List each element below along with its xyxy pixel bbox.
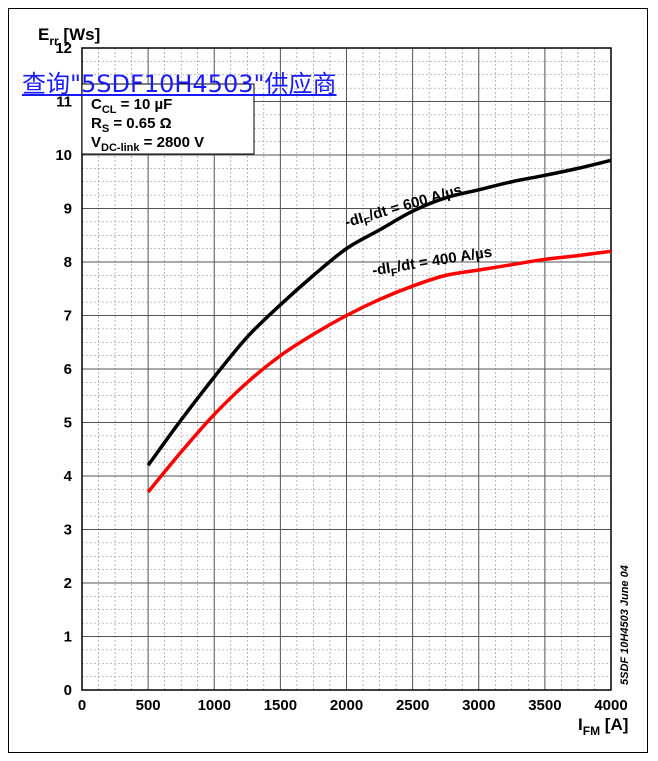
y-axis-label-main: E bbox=[38, 25, 49, 44]
y-tick-label: 7 bbox=[64, 308, 72, 325]
x-tick-label: 1500 bbox=[264, 697, 297, 714]
condition-vdc-link: VDC-link = 2800 V bbox=[91, 134, 204, 154]
x-tick-label: 4000 bbox=[594, 697, 627, 714]
y-tick-label: 11 bbox=[56, 94, 72, 111]
series-line-1 bbox=[146, 249, 612, 494]
document-watermark: 5SDF 10H4503 June 04 bbox=[619, 565, 631, 685]
series-label-400: -dIF/dt = 400 A/µs bbox=[371, 244, 494, 283]
x-tick-label: 2000 bbox=[330, 697, 363, 714]
conditions-box bbox=[81, 83, 255, 155]
x-axis-label-unit: [A] bbox=[600, 715, 628, 734]
y-tick-label: 8 bbox=[64, 254, 72, 271]
x-tick-label: 1000 bbox=[198, 697, 231, 714]
y-tick-label: 0 bbox=[64, 682, 72, 699]
x-tick-label: 3000 bbox=[462, 697, 495, 714]
condition-ccl: CCL = 10 µF bbox=[91, 96, 172, 116]
supplier-link[interactable]: 查询"5SDF10H4503"供应商 bbox=[22, 70, 337, 98]
y-tick-label: 3 bbox=[64, 522, 72, 539]
condition-rs: RS = 0.65 Ω bbox=[91, 115, 172, 135]
y-tick-label: 6 bbox=[64, 361, 72, 378]
chart-frame bbox=[8, 8, 648, 753]
x-axis-label-sub: FM bbox=[583, 724, 600, 738]
x-tick-label: 500 bbox=[136, 697, 161, 714]
y-tick-label: 1 bbox=[64, 629, 72, 646]
y-axis-label: Err [Ws] bbox=[38, 25, 100, 48]
x-axis-label-main: I bbox=[578, 715, 583, 734]
y-tick-label: 5 bbox=[64, 415, 72, 432]
tick-labels: 0 500 1000 1500 2000 2500 3000 3500 400001234567… bbox=[55, 40, 627, 714]
plot-border bbox=[81, 47, 612, 691]
x-axis-label: IFM [A] bbox=[578, 715, 628, 738]
x-tick-label: 3500 bbox=[528, 697, 561, 714]
series-label-600: -dIF/dt = 600 A/µs bbox=[343, 181, 465, 234]
y-axis-label-sub: rr bbox=[49, 34, 59, 48]
series-line-0 bbox=[146, 158, 612, 467]
x-tick-label: 0 bbox=[78, 697, 86, 714]
x-tick-label: 2500 bbox=[396, 697, 429, 714]
y-tick-label: 12 bbox=[55, 40, 72, 57]
y-tick-label: 4 bbox=[64, 468, 73, 485]
y-axis-label-unit: [Ws] bbox=[59, 25, 101, 44]
y-tick-label: 9 bbox=[64, 201, 72, 218]
series-layer bbox=[146, 158, 612, 494]
y-tick-label: 10 bbox=[55, 147, 72, 164]
y-tick-label: 2 bbox=[64, 575, 72, 592]
